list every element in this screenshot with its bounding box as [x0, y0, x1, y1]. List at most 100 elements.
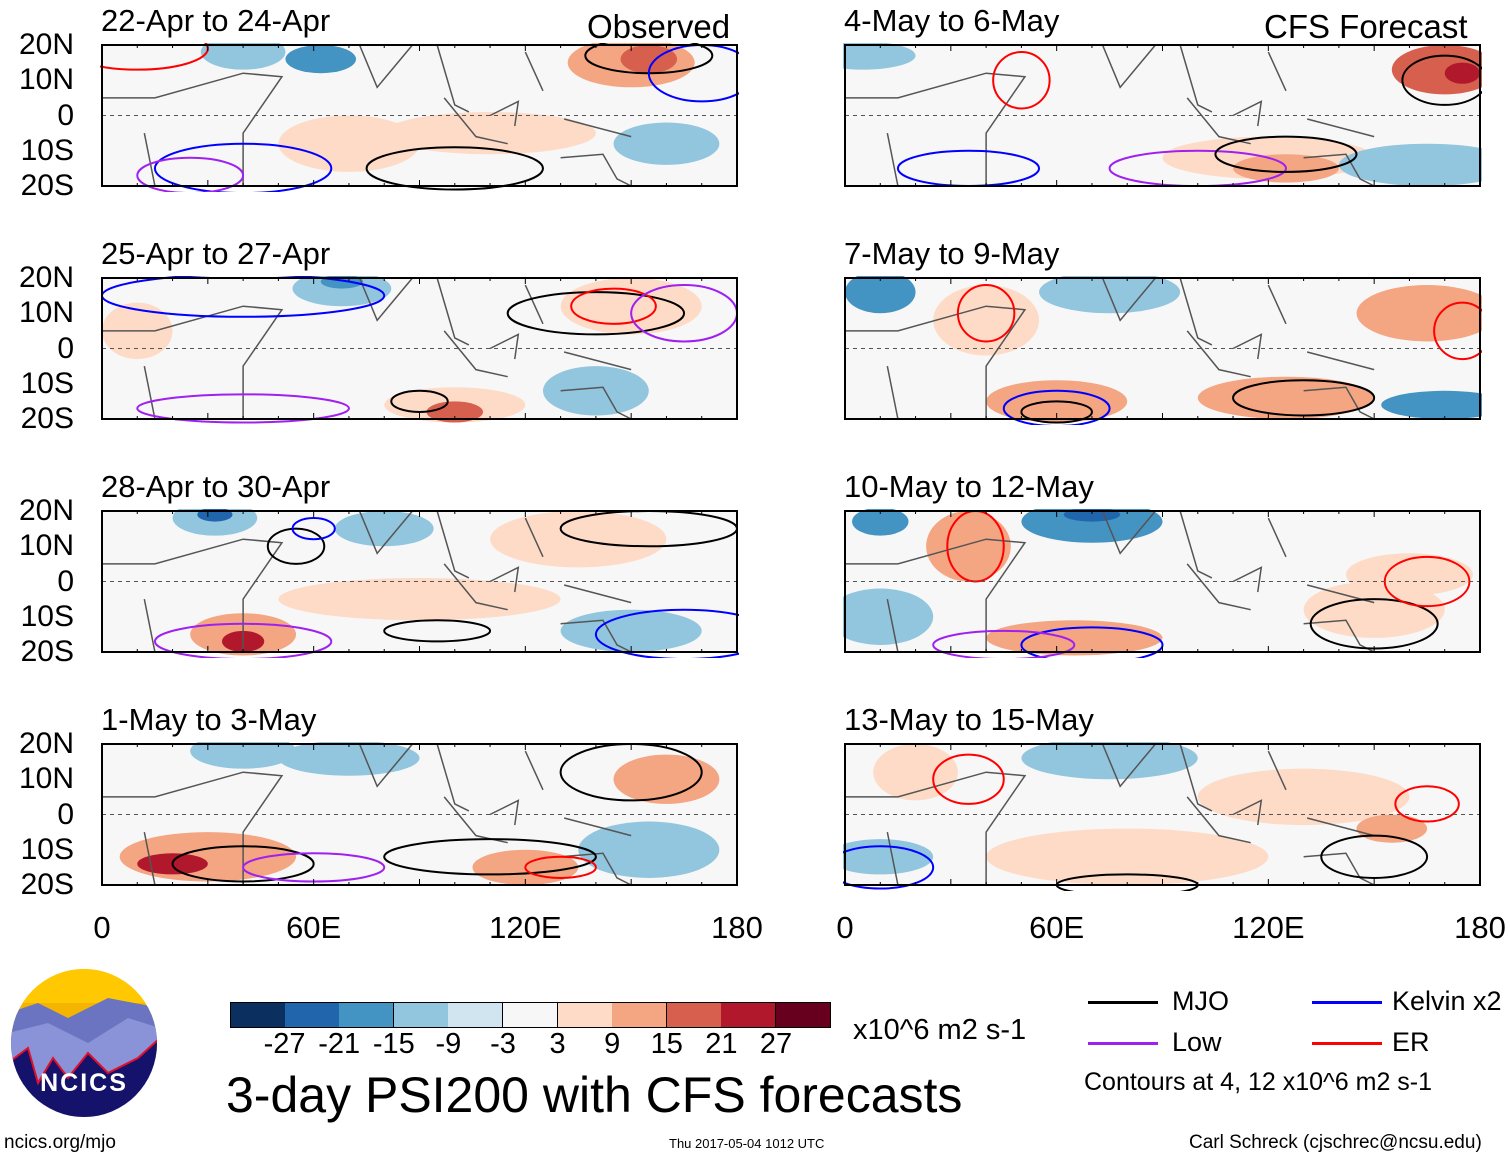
colorbar-swatch [557, 1002, 613, 1028]
footer-url[interactable]: ncics.org/mjo [4, 1132, 116, 1153]
lon-tick-label: 180 [711, 910, 763, 945]
lon-tick-label: 0 [93, 910, 111, 945]
anomaly-shading [986, 620, 1163, 656]
anomaly-shading [334, 511, 434, 547]
anomaly-shading [1356, 285, 1482, 342]
lat-tick-label: 20S [20, 868, 74, 901]
panel-title: 28-Apr to 30-Apr [101, 469, 331, 504]
figure-title: 3-day PSI200 with CFS forecasts [226, 1067, 963, 1123]
colorbar-label: -27 [263, 1028, 306, 1060]
wave-contour [1020, 400, 1093, 424]
legend-label: Low [1172, 1027, 1222, 1057]
lon-tick-label: 120E [489, 910, 562, 945]
colorbar-label: 21 [705, 1028, 738, 1060]
legend-line [1088, 1042, 1158, 1045]
lat-tick-label: 10N [18, 63, 74, 97]
panel-title: 1-May to 3-May [101, 702, 317, 737]
wave-contour [992, 51, 1051, 110]
anomaly-shading [197, 509, 233, 522]
wave-contour [1401, 54, 1482, 106]
lon-tick-label: 60E [1029, 910, 1085, 945]
lat-tick-label: 10N [18, 296, 74, 330]
coastline [102, 510, 632, 653]
anomaly-shading [1356, 814, 1428, 843]
lat-tick-label: 20S [20, 635, 74, 668]
lat-tick-label: 0 [57, 797, 74, 831]
wave-contour [390, 389, 449, 413]
panel-title: 13-May to 15-May [844, 702, 1094, 737]
wave-contour [1394, 785, 1460, 823]
anomaly-shading [285, 45, 356, 74]
lat-tick-label: 20S [20, 402, 74, 435]
legend-line [1312, 1042, 1382, 1045]
ncics-logo: NCICS [11, 969, 157, 1117]
lat-tick-label: 0 [57, 98, 74, 132]
lat-tick-label: 0 [57, 331, 74, 365]
lat-tick-label: 20N [18, 494, 74, 527]
wave-contour [383, 838, 597, 876]
panel-title: 4-May to 6-May [844, 3, 1060, 38]
colorbar-label: -15 [372, 1028, 415, 1060]
anomaly-shading [190, 742, 297, 769]
wave-contour [932, 753, 1005, 805]
anomaly-shading [278, 115, 420, 172]
wave-contour [1320, 834, 1429, 879]
map-panel [843, 509, 1481, 658]
anomaly-shading [560, 609, 702, 652]
observed-label: Observed [587, 8, 731, 45]
lat-tick-label: 10S [20, 133, 74, 167]
wave-contour [153, 622, 333, 658]
anomaly-shading [1338, 143, 1482, 186]
wave-contour [136, 156, 245, 192]
wave-contour [506, 291, 686, 336]
coastline [102, 44, 632, 187]
colorbar-swatch [612, 1002, 668, 1028]
panel-title: 22-Apr to 24-Apr [101, 3, 331, 38]
anomaly-shading [1021, 509, 1163, 543]
anomaly-shading [578, 821, 720, 878]
wave-contour [1433, 301, 1482, 361]
colorbar-label: 3 [549, 1028, 566, 1060]
map-panel [844, 276, 1482, 425]
colorbar-label: 15 [650, 1028, 683, 1060]
map-panel [843, 742, 1481, 891]
anomaly-shading [426, 401, 483, 423]
forecast-label: CFS Forecast [1264, 8, 1468, 45]
logo-text: NCICS [40, 1069, 128, 1097]
lat-tick-label: 10N [18, 529, 74, 563]
wave-contour [171, 845, 315, 883]
lon-tick-label: 120E [1232, 910, 1305, 945]
anomaly-shading [172, 509, 258, 536]
lat-tick-label: 10S [20, 599, 74, 633]
lon-tick-label: 180 [1454, 910, 1506, 945]
anomaly-shading [843, 43, 916, 70]
lat-tick-label: 0 [57, 564, 74, 598]
colorbar-swatch [448, 1002, 504, 1028]
wave-contour [136, 393, 350, 424]
lat-tick-label: 10S [20, 832, 74, 866]
anomaly-shading [845, 276, 916, 314]
lat-tick-label: 20N [18, 727, 74, 760]
wave-contour [153, 142, 333, 192]
anomaly-shading [292, 276, 392, 307]
colorbar-swatch [721, 1002, 777, 1028]
colorbar-swatch [776, 1002, 831, 1028]
anomaly-shading [384, 111, 596, 155]
colorbar-swatch [503, 1002, 558, 1028]
footer-timestamp: Thu 2017-05-04 1012 UTC [669, 1136, 825, 1151]
anomaly-shading [542, 366, 649, 416]
wave-contour [570, 287, 657, 325]
lat-tick-label: 20N [18, 261, 74, 294]
map-panel [101, 276, 738, 424]
anomaly-shading [278, 577, 561, 621]
colorbar-swatch [230, 1002, 286, 1028]
coastline [845, 510, 1375, 653]
wave-contour [266, 527, 326, 565]
wave-contour [383, 619, 492, 643]
map-panel [101, 509, 739, 658]
coastline [845, 44, 1375, 187]
coastline [102, 277, 632, 420]
anomaly-shading [1303, 581, 1445, 638]
lat-tick-label: 20N [18, 28, 74, 61]
